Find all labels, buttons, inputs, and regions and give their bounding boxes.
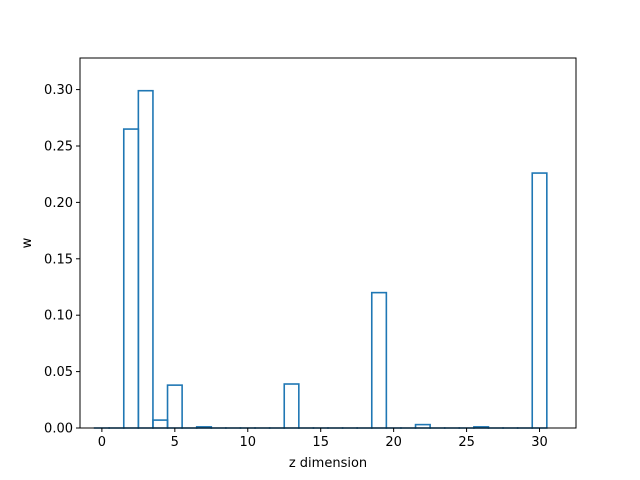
y-axis: 0.00 0.05 0.10 0.15 0.20 0.25 0.30 bbox=[44, 83, 80, 437]
plot-frame bbox=[79, 57, 577, 429]
x-tick-label: 10 bbox=[239, 435, 256, 450]
x-axis-label: z dimension bbox=[289, 456, 367, 471]
x-axis: 0 5 10 15 20 25 30 bbox=[98, 428, 548, 450]
x-tick-label: 15 bbox=[312, 435, 329, 450]
x-tick-label: 20 bbox=[385, 435, 402, 450]
y-tick-label: 0.30 bbox=[44, 83, 73, 98]
y-tick-label: 0.00 bbox=[44, 422, 73, 437]
plot-area bbox=[80, 58, 576, 428]
y-tick-label: 0.05 bbox=[44, 365, 73, 380]
y-axis-label: w bbox=[20, 237, 35, 248]
x-tick-label: 0 bbox=[98, 435, 106, 450]
x-tick-label: 5 bbox=[171, 435, 179, 450]
y-tick-label: 0.25 bbox=[44, 139, 73, 154]
x-tick-label: 30 bbox=[531, 435, 548, 450]
y-tick-label: 0.20 bbox=[44, 196, 73, 211]
x-tick-label: 25 bbox=[458, 435, 475, 450]
y-tick-label: 0.15 bbox=[44, 252, 73, 267]
y-tick-label: 0.10 bbox=[44, 309, 73, 324]
